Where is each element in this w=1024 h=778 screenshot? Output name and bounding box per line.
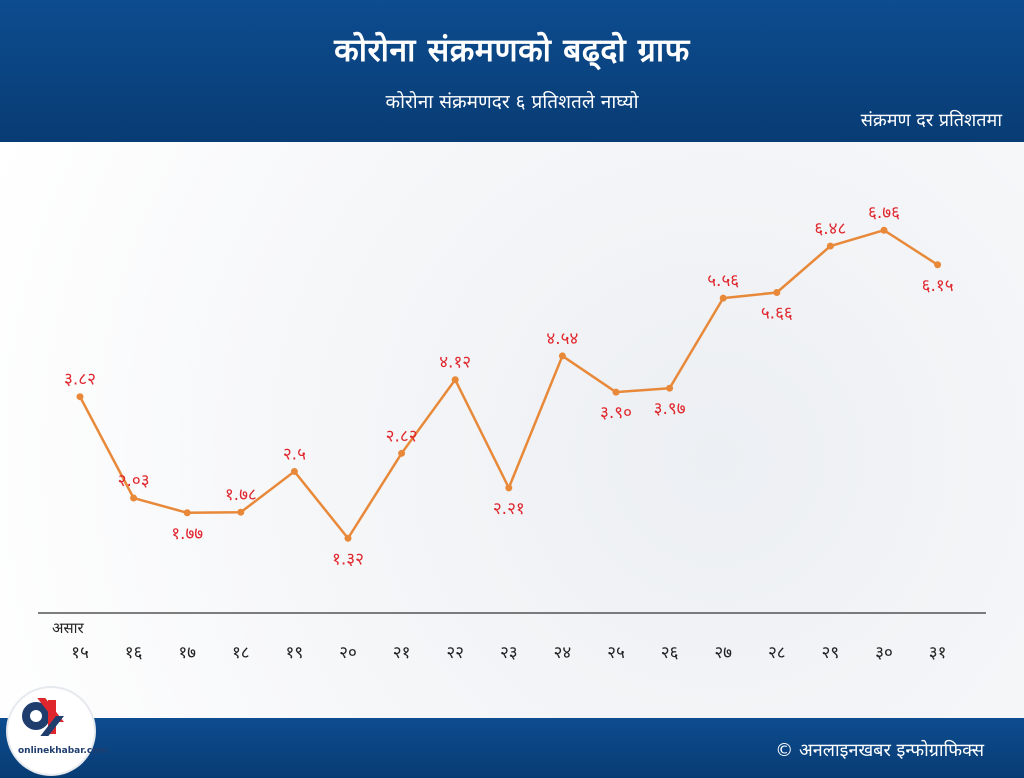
data-label: ६.४८ xyxy=(814,219,846,239)
footer-banner xyxy=(0,718,1024,778)
x-tick-label: १५ xyxy=(71,643,89,663)
data-point[interactable] xyxy=(558,352,566,360)
onlinekhabar-logo[interactable]: onlinekhabar.com xyxy=(8,688,108,774)
data-point[interactable] xyxy=(826,242,834,250)
data-point[interactable] xyxy=(505,484,513,492)
data-point[interactable] xyxy=(451,376,459,384)
x-tick-label: २१ xyxy=(393,643,411,663)
data-point[interactable] xyxy=(880,226,888,234)
x-tick-label: २६ xyxy=(661,643,679,663)
data-point[interactable] xyxy=(612,388,620,396)
data-label: ४.१२ xyxy=(439,353,471,373)
data-point[interactable] xyxy=(666,384,674,392)
x-tick-label: २७ xyxy=(714,643,732,663)
data-label: २.८२ xyxy=(386,426,418,446)
page-subtitle: कोरोना संक्रमणदर ६ प्रतिशतले नाघ्यो xyxy=(385,91,639,113)
tick-layer: १५ १६ १७ १८ १९ २० २१ २२ २३ २४ २५ २६ २७ २८ २९ ३० ३१ xyxy=(71,643,946,663)
data-label: २.५ xyxy=(283,444,306,464)
data-label: १.३२ xyxy=(332,549,364,569)
data-label: ५.५६ xyxy=(707,271,739,291)
x-tick-label: २२ xyxy=(446,643,464,663)
x-tick-label: १८ xyxy=(232,643,250,663)
series-layer: ३.८२ २.०३ १.७७ १.७८ २.५ १.३२ २.८२ ४.१२ २.२१ ४.५४ ३… xyxy=(64,203,954,569)
x-tick-label: २९ xyxy=(822,643,840,663)
data-label: २.०३ xyxy=(118,471,150,491)
data-point[interactable] xyxy=(398,449,406,457)
data-label: ५.६६ xyxy=(761,304,793,324)
header-banner xyxy=(0,0,1024,142)
data-point[interactable] xyxy=(719,294,727,302)
data-label: ३.९० xyxy=(600,403,632,423)
x-tick-label: २८ xyxy=(768,643,786,663)
data-point[interactable] xyxy=(290,467,298,475)
footer-credit: © अनलाइनखबर इन्फोग्राफिक्स xyxy=(775,740,984,761)
x-tick-label: २५ xyxy=(607,643,625,663)
logo-o-mark xyxy=(22,702,50,730)
data-label: ३.८२ xyxy=(64,370,96,390)
x-tick-label: ३१ xyxy=(929,643,947,663)
data-point[interactable] xyxy=(344,534,352,542)
data-label: १.७७ xyxy=(171,524,203,544)
logo-wordmark: onlinekhabar.com xyxy=(18,746,108,756)
data-point[interactable] xyxy=(773,289,781,297)
x-tick-label: १७ xyxy=(178,643,196,663)
data-label: १.७८ xyxy=(225,485,257,505)
data-point[interactable] xyxy=(130,494,138,502)
data-point[interactable] xyxy=(237,508,245,516)
data-label: ४.५४ xyxy=(546,329,578,349)
data-label: ६.१५ xyxy=(922,276,954,296)
x-tick-label: ३० xyxy=(875,643,893,663)
x-tick-label: १६ xyxy=(125,643,143,663)
data-label: २.२१ xyxy=(493,499,525,519)
data-label: ६.७६ xyxy=(868,203,900,223)
unit-note: संक्रमण दर प्रतिशतमा xyxy=(860,110,1002,131)
data-point[interactable] xyxy=(934,261,942,269)
x-tick-label: २४ xyxy=(554,643,572,663)
series-line xyxy=(78,228,939,540)
data-point[interactable] xyxy=(76,393,84,401)
x-tick-label: १९ xyxy=(286,643,304,663)
data-label: ३.९७ xyxy=(654,399,686,419)
x-tick-label: २० xyxy=(339,643,357,663)
x-tick-label: २३ xyxy=(500,643,518,663)
x-group-label: असार xyxy=(52,619,84,637)
page-title: कोरोना संक्रमणको बढ्दो ग्राफ xyxy=(334,31,690,69)
data-point[interactable] xyxy=(183,509,191,517)
